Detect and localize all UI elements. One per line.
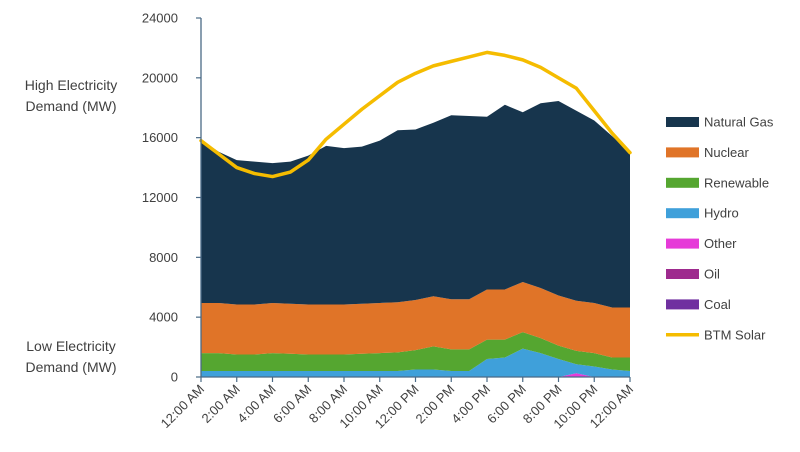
legend-swatch — [666, 147, 699, 158]
area-nuclear — [201, 282, 630, 358]
x-tick-label: 6:00 PM — [484, 382, 529, 427]
legend-swatch — [666, 238, 699, 249]
legend-label: Other — [704, 236, 737, 251]
legend-label: Natural Gas — [704, 115, 774, 130]
y-tick-label: 0 — [171, 370, 178, 385]
legend-item-coal: Coal — [666, 297, 731, 312]
legend-label: Renewable — [704, 175, 769, 190]
high-demand-label-line2: Demand (MW) — [25, 98, 116, 114]
legend-item-other: Other — [666, 236, 737, 251]
y-tick-label: 24000 — [142, 11, 178, 26]
low-demand-label-line1: Low Electricity — [26, 338, 115, 354]
x-tick-label: 4:00 AM — [234, 382, 278, 426]
area-natural-gas — [201, 101, 630, 308]
legend-swatch — [666, 269, 699, 279]
y-tick-label: 8000 — [149, 250, 178, 265]
area-renewable — [201, 332, 630, 372]
legend-swatch — [666, 208, 699, 219]
legend-item-natural-gas: Natural Gas — [666, 115, 774, 130]
legend-item-oil: Oil — [666, 267, 720, 282]
x-tick-label: 2:00 PM — [413, 382, 458, 427]
area-hydro — [201, 348, 630, 377]
legend-item-nuclear: Nuclear — [666, 145, 749, 160]
y-tick-label: 16000 — [142, 130, 178, 145]
legend-label: Nuclear — [704, 145, 749, 160]
side-labels: High Electricity Demand (MW) Low Electri… — [25, 77, 118, 375]
y-tick-label: 12000 — [142, 190, 178, 205]
legend-item-hydro: Hydro — [666, 206, 739, 221]
y-tick-label: 4000 — [149, 310, 178, 325]
legend-swatch — [666, 299, 699, 310]
legend-item-btm-solar: BTM Solar — [666, 327, 766, 342]
line-series — [199, 50, 632, 179]
x-tick-label: 2:00 AM — [199, 382, 243, 426]
legend-swatch — [666, 117, 699, 127]
low-demand-label-line2: Demand (MW) — [25, 359, 116, 375]
x-tick-label: 6:00 AM — [270, 382, 314, 426]
legend-label: Hydro — [704, 206, 739, 221]
x-tick-label: 12:00 AM — [158, 382, 207, 431]
high-demand-label-line1: High Electricity — [25, 77, 118, 93]
legend-label: Coal — [704, 297, 731, 312]
line-btm-solar — [199, 50, 632, 179]
x-tick-label: 4:00 PM — [448, 382, 493, 427]
stacked-areas — [201, 101, 630, 377]
y-tick-label: 20000 — [142, 70, 178, 85]
legend-label: BTM Solar — [704, 327, 766, 342]
legend: Natural Gas Nuclear Renewable Hydro Other Oil… — [666, 115, 774, 342]
legend-label: Oil — [704, 267, 720, 282]
legend-swatch — [666, 177, 699, 188]
legend-item-renewable: Renewable — [666, 175, 769, 190]
